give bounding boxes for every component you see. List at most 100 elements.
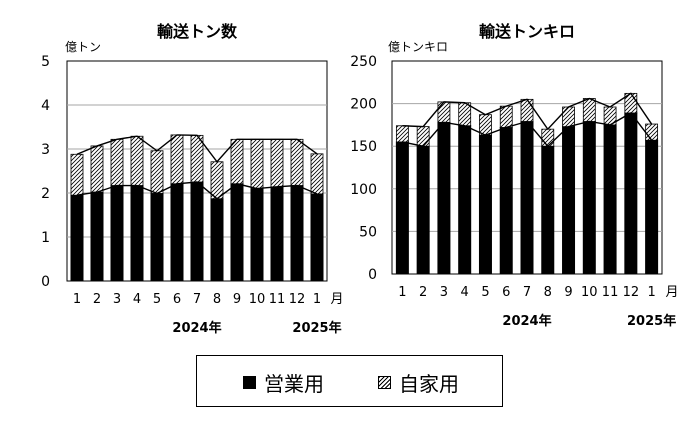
bar-private [541, 128, 555, 147]
bar-commercial [170, 183, 184, 282]
bar-private [645, 123, 659, 141]
legend-swatch-hatched [378, 375, 391, 389]
bar-private [110, 138, 124, 186]
bar-private [416, 126, 430, 147]
year-label: 2025年 [627, 313, 676, 329]
bar-private [150, 150, 164, 194]
legend-label: 自家用 [399, 371, 459, 396]
y-tick-label: 5 [41, 54, 50, 70]
x-tick-label: 7 [523, 285, 531, 300]
bar-commercial [582, 120, 596, 275]
bar-commercial [416, 145, 430, 275]
legend-label: 営業用 [264, 371, 324, 396]
bar-private [230, 138, 244, 185]
bar-commercial [624, 112, 638, 275]
x-tick-label: 3 [440, 285, 448, 300]
x-tick-label: 10 [581, 285, 598, 300]
bar-commercial [520, 120, 534, 275]
x-tick-label: 1 [647, 285, 655, 300]
x-tick-label: 1 [398, 285, 406, 300]
x-tick-label: 4 [461, 285, 469, 300]
x-tick-label: 3 [113, 292, 121, 307]
bar-commercial [130, 185, 144, 282]
bar-private [479, 114, 492, 136]
y-tick-label: 0 [41, 274, 50, 290]
y-tick-label: 250 [350, 54, 377, 70]
x-tick-label: 6 [173, 292, 181, 307]
x-tick-label: 9 [564, 285, 572, 300]
bar-private [270, 138, 284, 188]
bar-commercial [210, 198, 224, 282]
bar-commercial [230, 183, 244, 282]
chart-title: 輸送トンキロ [479, 22, 575, 41]
bar-private [250, 138, 264, 190]
bar-commercial [110, 185, 124, 282]
line-commercial [402, 112, 653, 148]
bar-private [170, 134, 184, 185]
x-tick-label: 1 [313, 292, 321, 307]
y-tick-label: 0 [368, 267, 377, 283]
year-label: 2024年 [172, 320, 221, 336]
x-unit-label: 月 [665, 285, 678, 300]
bar-private [90, 145, 104, 193]
bar-private [310, 153, 324, 195]
year-label: 2025年 [292, 320, 341, 336]
bar-commercial [90, 191, 104, 282]
bar-commercial [395, 141, 409, 275]
y-tick-label: 50 [359, 224, 377, 240]
y-tick-label: 4 [41, 98, 50, 114]
bar-commercial [70, 194, 84, 282]
x-tick-label: 6 [502, 285, 510, 300]
chart-title: 輸送トン数 [157, 22, 238, 41]
x-tick-label: 10 [249, 292, 266, 307]
y-axis-label: 億トンキロ [388, 40, 448, 54]
bar-private [70, 153, 84, 196]
bar-commercial [458, 125, 472, 275]
bar-commercial [290, 185, 304, 282]
bar-private [130, 135, 144, 186]
bar-commercial [478, 134, 492, 275]
bar-private [458, 102, 472, 127]
x-tick-label: 5 [481, 285, 489, 300]
x-tick-label: 11 [602, 285, 619, 300]
x-tick-label: 8 [213, 292, 221, 307]
legend-item-private: 自家用 [378, 368, 459, 396]
bar-commercial [310, 193, 324, 282]
line-total [402, 92, 653, 131]
bar-private [437, 101, 451, 123]
bar-commercial [603, 124, 617, 275]
y-tick-label: 150 [350, 139, 377, 155]
x-tick-label: 1 [73, 292, 81, 307]
y-tick-label: 200 [350, 97, 377, 113]
bar-private [582, 98, 596, 122]
bar-commercial [645, 139, 659, 275]
year-label: 2024年 [502, 313, 551, 329]
line-total [76, 134, 318, 163]
line-commercial [76, 181, 318, 200]
bar-private [520, 98, 534, 122]
x-unit-label: 月 [330, 292, 343, 307]
y-tick-label: 1 [41, 230, 50, 246]
y-tick-label: 3 [41, 142, 50, 158]
x-tick-label: 8 [544, 285, 552, 300]
bar-commercial [499, 126, 513, 275]
x-tick-label: 11 [269, 292, 286, 307]
y-tick-label: 2 [41, 186, 50, 202]
bar-private [562, 106, 575, 128]
bar-commercial [150, 192, 164, 282]
x-tick-label: 5 [153, 292, 161, 307]
x-tick-label: 12 [289, 292, 306, 307]
legend-swatch-solid [243, 375, 256, 389]
bar-commercial [541, 145, 555, 275]
bar-private [499, 105, 513, 128]
bar-private [190, 134, 204, 183]
bar-private [290, 138, 304, 186]
y-tick-label: 100 [350, 182, 377, 198]
bar-commercial [190, 181, 204, 282]
bar-commercial [437, 121, 451, 275]
bar-commercial [270, 186, 284, 282]
x-tick-label: 4 [133, 292, 141, 307]
